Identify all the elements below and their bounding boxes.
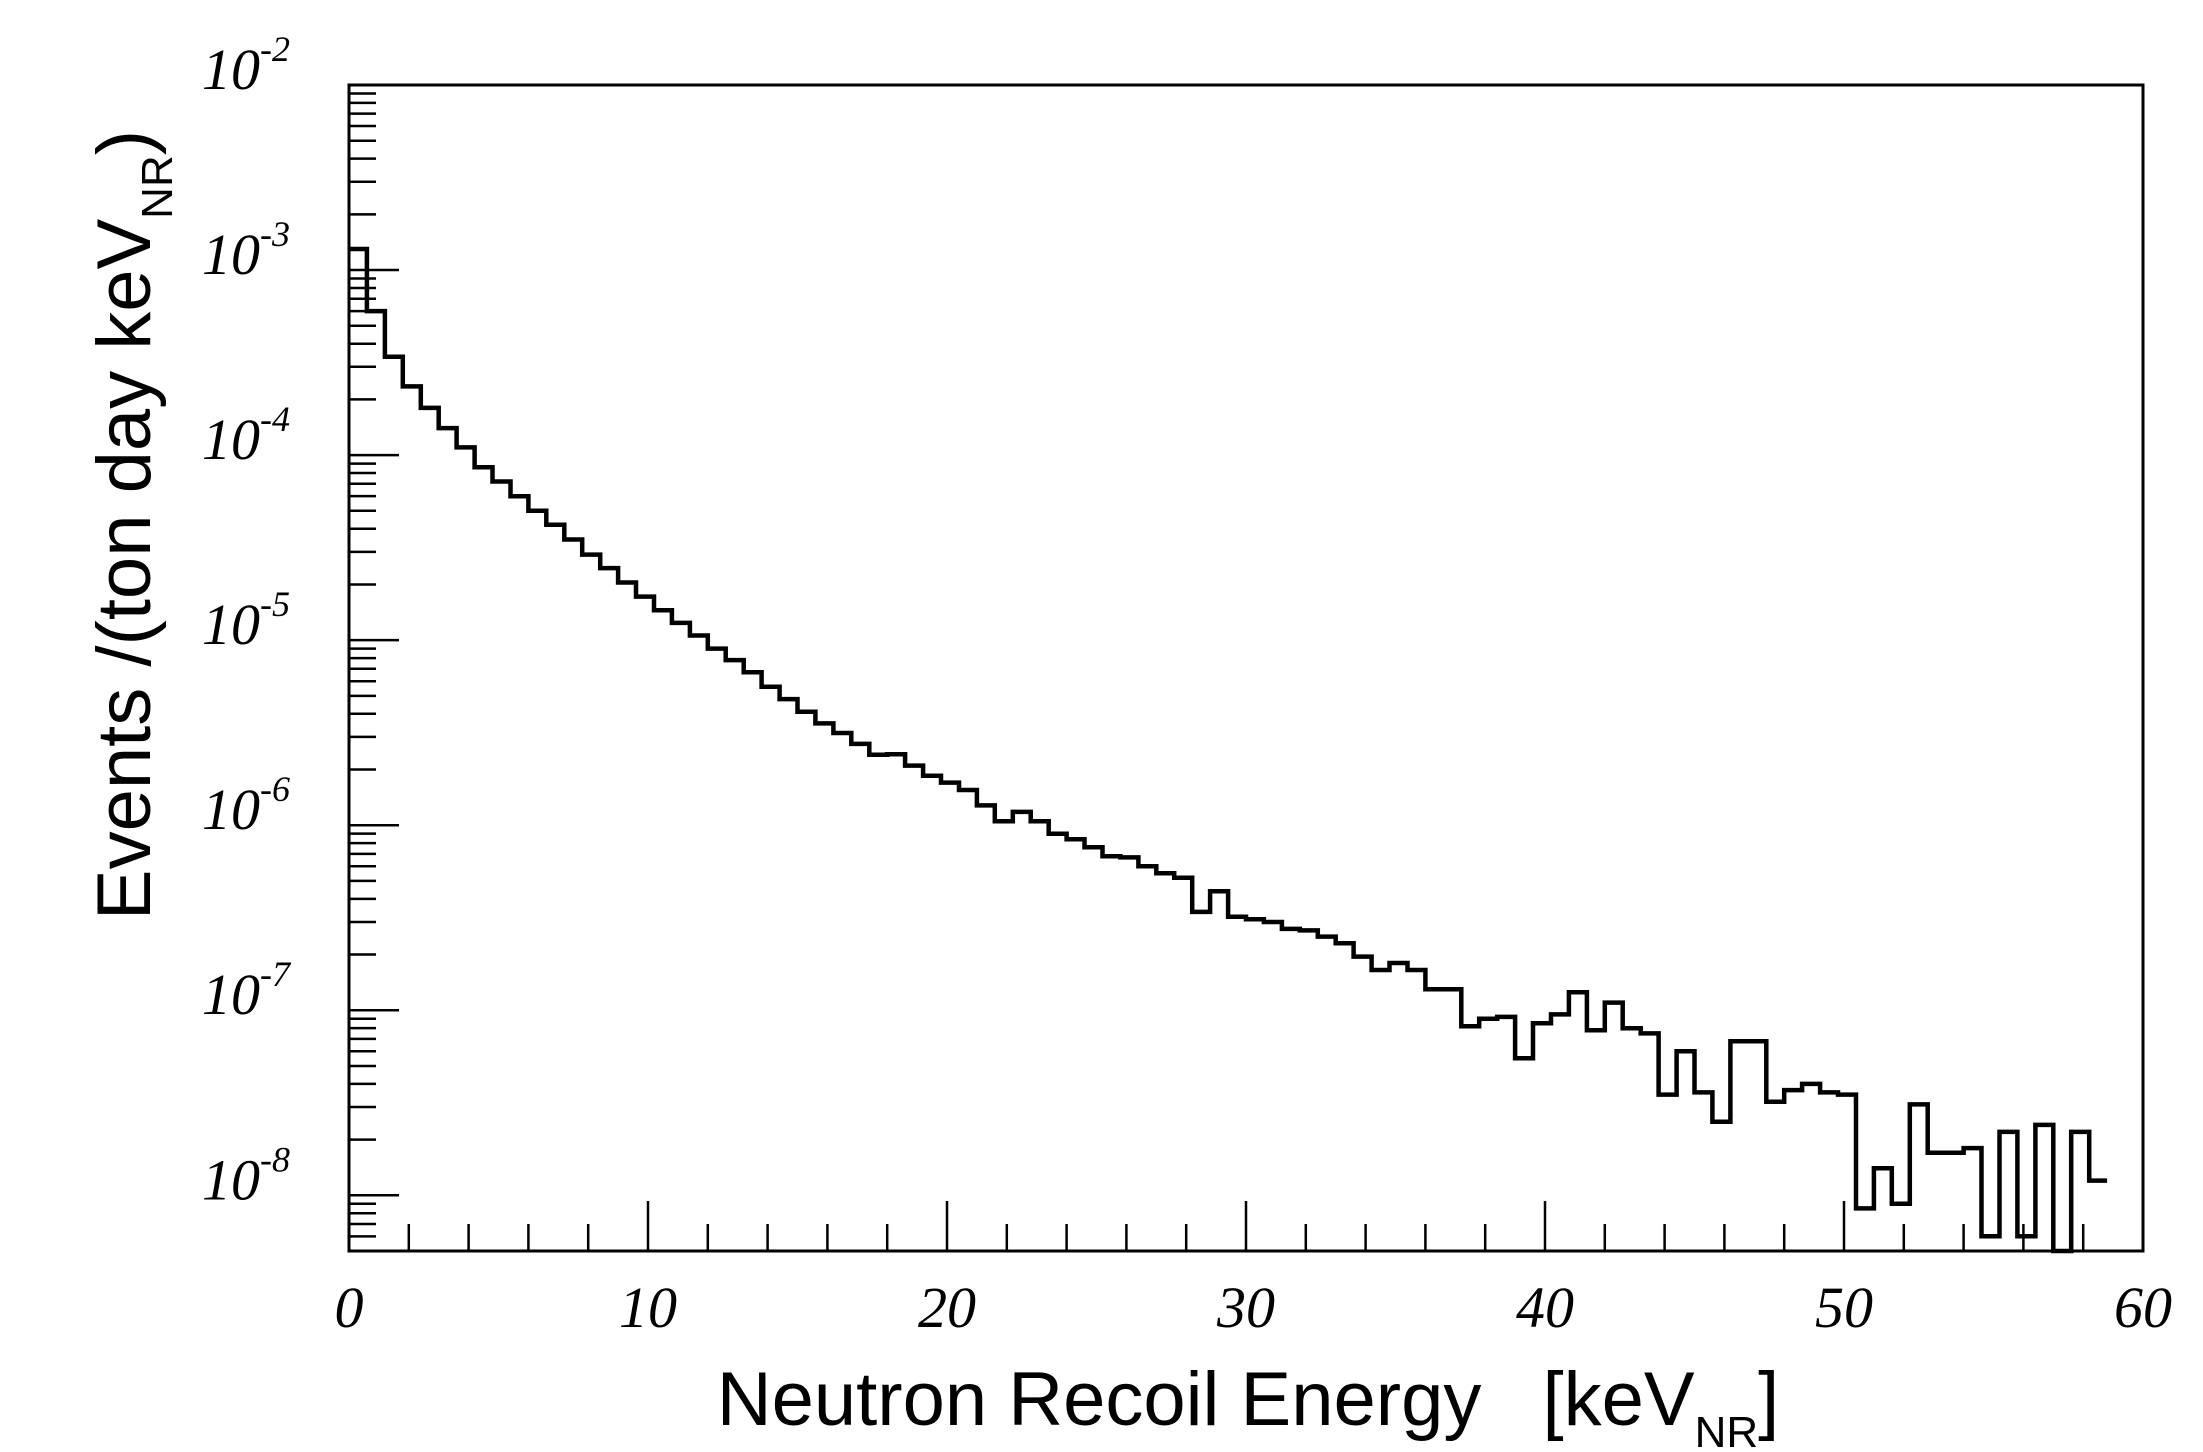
y-tick-label-base: 10 bbox=[202, 1147, 260, 1212]
y-axis-title-text: Events /(ton day keV bbox=[82, 219, 167, 921]
y-tick-label-exponent: -4 bbox=[260, 399, 290, 439]
x-tick-label: 0 bbox=[335, 1275, 364, 1340]
y-tick-label-exponent: -7 bbox=[260, 954, 292, 994]
x-tick-label: 50 bbox=[1815, 1275, 1873, 1340]
y-tick-label-base: 10 bbox=[202, 962, 260, 1027]
y-tick-label-base: 10 bbox=[202, 592, 260, 657]
x-tick-label: 60 bbox=[2114, 1275, 2172, 1340]
x-axis-title-unit-close: ] bbox=[1758, 1357, 1779, 1442]
x-tick-label: 20 bbox=[918, 1275, 976, 1340]
plot-border bbox=[347, 83, 2145, 1253]
y-tick-label: 10-7 bbox=[202, 954, 292, 1027]
y-tick-label: 10-6 bbox=[202, 769, 290, 842]
histogram-series bbox=[349, 246, 2108, 1254]
plot-area bbox=[347, 83, 2145, 1253]
y-tick-label: 10-3 bbox=[202, 214, 290, 287]
y-tick-label-base: 10 bbox=[202, 407, 260, 472]
y-axis: 10-810-710-610-510-410-310-2 bbox=[202, 29, 399, 1253]
y-tick-label-exponent: -5 bbox=[260, 584, 290, 624]
y-tick-label-exponent: -3 bbox=[260, 214, 290, 254]
y-tick-label-exponent: -8 bbox=[260, 1139, 290, 1179]
y-axis-title: Events /(ton day keVNR) bbox=[82, 130, 182, 920]
y-tick-label: 10-4 bbox=[202, 399, 290, 472]
x-axis: 0 10 20 30 40 50 60 bbox=[335, 1201, 2172, 1340]
y-tick-label-exponent: -6 bbox=[260, 769, 290, 809]
y-axis-title-close: ) bbox=[82, 130, 167, 155]
x-axis-title-text: Neutron Recoil Energy bbox=[717, 1357, 1482, 1442]
y-tick-label: 10-8 bbox=[202, 1139, 290, 1212]
y-tick-label: 10-2 bbox=[202, 29, 290, 102]
y-tick-label-base: 10 bbox=[202, 777, 260, 842]
x-tick-label: 10 bbox=[619, 1275, 677, 1340]
x-tick-label: 30 bbox=[1216, 1275, 1275, 1340]
y-tick-label: 10-5 bbox=[202, 584, 290, 657]
y-tick-label-exponent: -2 bbox=[260, 29, 290, 69]
x-axis-title: Neutron Recoil Energy [keVNR] bbox=[717, 1357, 1780, 1452]
y-axis-title-sub: NR bbox=[133, 155, 182, 219]
x-tick-label: 40 bbox=[1516, 1275, 1574, 1340]
y-tick-label-base: 10 bbox=[202, 37, 260, 102]
x-axis-title-unit-sub: NR bbox=[1695, 1408, 1759, 1452]
y-tick-label-base: 10 bbox=[202, 222, 260, 287]
x-axis-title-unit-open: [keV bbox=[1542, 1357, 1694, 1442]
histogram-line bbox=[349, 246, 2108, 1254]
